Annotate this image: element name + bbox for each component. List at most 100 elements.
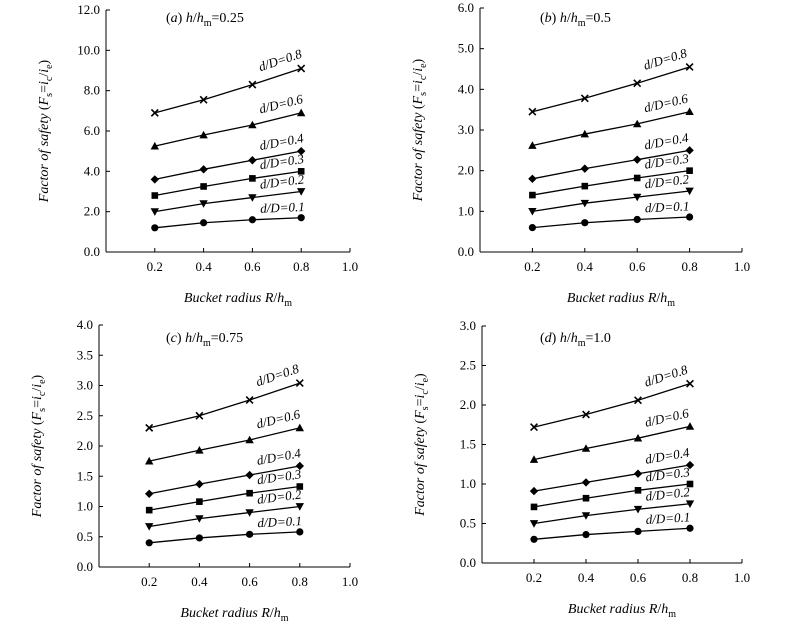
panel-b: 0.0 1.0 2.0 3.0 4.0 5.0 6.0 0.2 0.4 0.6 0.8 1.0 (b) … <box>411 0 750 309</box>
data-point <box>248 156 257 165</box>
data-point <box>248 80 257 89</box>
data-point <box>685 422 695 430</box>
series-label: d/D=0.4 <box>255 445 302 468</box>
x-tick-label: 0.2 <box>147 259 163 274</box>
data-point <box>151 224 159 232</box>
series-label: d/D=0.1 <box>645 509 690 527</box>
y-tick-label: 0.0 <box>460 555 476 570</box>
series-d-d-0-1: d/D=0.1 <box>151 199 305 232</box>
panel-title: (b) h/hm=0.5 <box>540 11 611 29</box>
x-tick-label: 0.8 <box>681 259 697 274</box>
data-point <box>633 469 643 478</box>
y-tick-label: 6.0 <box>458 0 474 15</box>
data-point <box>530 503 538 511</box>
series-label: d/D=0.4 <box>643 130 690 153</box>
data-point <box>245 509 254 517</box>
data-point <box>530 423 538 432</box>
y-tick-label: 6.0 <box>84 123 100 138</box>
x-tick-label: 0.2 <box>524 259 540 274</box>
x-tick-label: 1.0 <box>734 259 750 274</box>
data-point <box>150 175 159 184</box>
y-tick-label: 2.0 <box>77 438 93 453</box>
y-tick-label: 1.0 <box>460 476 476 491</box>
data-point <box>686 524 694 532</box>
data-point <box>295 379 304 388</box>
data-point <box>295 503 304 511</box>
data-point <box>145 456 154 465</box>
data-point <box>297 64 306 73</box>
panel-title: (c) h/hm=0.75 <box>166 331 243 349</box>
series-d-d-0-2: d/D=0.2 <box>529 484 695 528</box>
y-tick-label: 8.0 <box>84 83 100 98</box>
data-point <box>580 164 589 173</box>
data-point <box>246 530 254 538</box>
y-tick-label: 1.0 <box>458 203 474 218</box>
data-point <box>295 461 304 471</box>
y-tick-label: 1.0 <box>77 499 93 514</box>
data-point <box>248 194 257 202</box>
x-tick-label: 0.2 <box>141 574 157 589</box>
series-line <box>149 427 300 462</box>
data-point <box>145 489 154 498</box>
data-point <box>581 478 591 487</box>
data-point <box>581 512 591 520</box>
data-point <box>200 183 207 190</box>
data-point <box>296 483 304 490</box>
data-point <box>581 444 591 452</box>
y-tick-label: 4.0 <box>84 163 100 178</box>
data-point <box>195 515 204 523</box>
data-point <box>195 479 204 489</box>
x-tick-label: 0.8 <box>292 574 308 589</box>
data-point <box>529 486 539 496</box>
y-tick-label: 2.5 <box>77 408 93 423</box>
data-point <box>150 208 159 216</box>
data-point <box>580 94 589 103</box>
y-tick-label: 2.0 <box>84 204 100 219</box>
x-tick-label: 0.4 <box>577 259 594 274</box>
data-point <box>582 410 590 419</box>
series-line <box>533 383 691 428</box>
series-d-d-0-2: d/D=0.2 <box>528 171 694 216</box>
data-point <box>195 534 203 542</box>
panel-a: 0.0 2.0 4.0 6.0 8.0 10.0 12.0 0.2 0.4 0.6 0.8 1.0 (a… <box>37 2 358 309</box>
data-point <box>633 215 641 224</box>
data-point <box>528 141 537 149</box>
series-line <box>532 170 690 196</box>
data-point <box>528 207 537 216</box>
y-tick-label: 0.5 <box>460 516 476 531</box>
series-line <box>154 112 302 147</box>
data-point <box>686 213 694 221</box>
x-tick-label: 1.0 <box>734 570 750 585</box>
data-point <box>634 396 642 405</box>
y-tick-label: 3.0 <box>458 122 474 137</box>
series-label: d/D=0.2 <box>644 171 690 191</box>
series-d-d-0-1: d/D=0.1 <box>530 509 694 543</box>
series-line <box>532 190 690 212</box>
data-point <box>295 423 304 432</box>
y-tick-label: 1.5 <box>460 437 476 452</box>
data-point <box>199 200 208 208</box>
x-tick-label: 1.0 <box>342 574 358 589</box>
data-point <box>296 528 304 536</box>
series-line <box>532 111 690 147</box>
series-d-d-0-2: d/D=0.2 <box>145 487 304 531</box>
data-point <box>529 520 539 528</box>
series-label: d/D=0.2 <box>256 487 302 507</box>
data-point <box>199 165 208 174</box>
series-label: d/D=0.2 <box>645 484 691 504</box>
series-label: d/D=0.3 <box>645 464 691 484</box>
y-axis-title: Factor of safety (Fs=ic/ie) <box>37 59 55 203</box>
series-line <box>533 425 691 461</box>
y-tick-label: 1.5 <box>77 468 93 483</box>
series-label: d/D=0.1 <box>257 513 302 530</box>
data-point <box>529 455 539 463</box>
series-d-d-0-1: d/D=0.1 <box>145 513 304 547</box>
x-tick-label: 0.8 <box>682 570 698 585</box>
x-tick-label: 0.2 <box>526 570 542 585</box>
data-point <box>685 460 695 470</box>
x-tick-label: 0.8 <box>293 259 309 274</box>
series-line <box>149 465 300 495</box>
y-tick-label: 2.5 <box>460 358 476 373</box>
series-label: d/D=0.4 <box>644 445 691 467</box>
